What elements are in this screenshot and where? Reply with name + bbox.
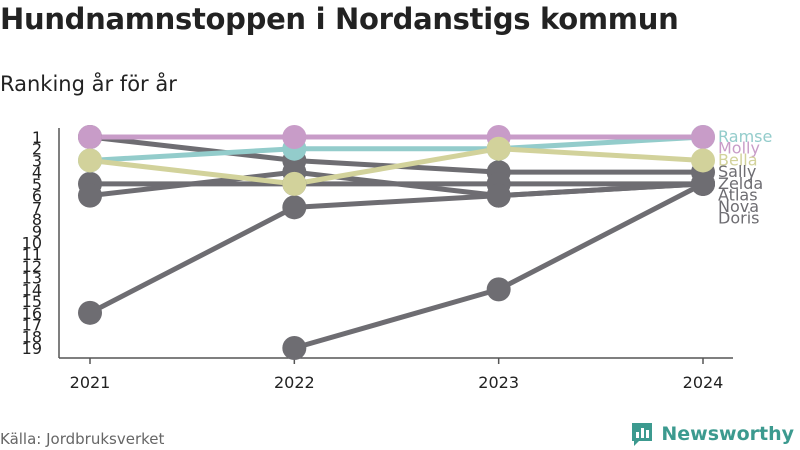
series-end-label-sally: Sally [718, 162, 756, 181]
y-tick-label: 2 [32, 140, 42, 159]
data-point-bella [691, 148, 715, 173]
data-point-molly [691, 125, 715, 149]
y-tick-label: 9 [32, 222, 42, 241]
series-end-label-atlas: Atlas [718, 185, 758, 204]
y-tick-label: 14 [22, 280, 42, 299]
y-tick-label: 12 [22, 257, 42, 276]
data-point-doris [486, 277, 511, 302]
data-point-doris [282, 336, 307, 360]
page-title: Hundnamnstoppen i Nordanstigs kommun [0, 2, 679, 36]
y-tick-label: 3 [32, 151, 42, 170]
brand-name: Newsworthy [661, 423, 794, 445]
data-point-nova [78, 300, 102, 325]
y-tick-label: 7 [32, 198, 42, 217]
newsworthy-logo-icon [632, 423, 653, 446]
source-note: Källa: Jordbruksverket [0, 430, 165, 448]
y-tick-label: 16 [22, 304, 42, 323]
data-point-atlas [78, 183, 102, 208]
y-tick-label: 18 [22, 327, 42, 346]
data-point-nova [282, 195, 307, 220]
series-line-nova [88, 181, 704, 316]
y-tick-label: 13 [22, 269, 42, 288]
series-end-label-zelda: Zelda [718, 174, 763, 193]
y-tick-label: 6 [32, 187, 42, 206]
x-tick-label: 2021 [70, 373, 111, 392]
series-line-bella [89, 146, 704, 187]
y-tick-label: 8 [32, 210, 42, 229]
series-end-label-doris: Doris [718, 208, 759, 227]
data-point-bella [486, 136, 511, 161]
brand-logo: Newsworthy [630, 421, 794, 447]
series-line-ramse [89, 134, 704, 163]
series-end-label-molly: Molly [718, 139, 760, 158]
data-point-nova [486, 183, 511, 208]
y-tick-label: 10 [22, 234, 42, 253]
x-tick-label: 2024 [683, 373, 724, 392]
y-tick-label: 17 [22, 316, 42, 335]
data-point-bella [282, 171, 307, 196]
data-point-bella [78, 148, 102, 173]
y-tick-label: 4 [32, 163, 42, 182]
x-tick-label: 2022 [274, 373, 315, 392]
data-point-molly [282, 125, 307, 149]
series-end-label-ramse: Ramse [718, 127, 772, 146]
y-tick-label: 11 [22, 245, 42, 264]
y-tick-label: 1 [32, 128, 42, 147]
x-tick-label: 2023 [478, 373, 519, 392]
data-point-molly [78, 125, 102, 149]
series-end-label-nova: Nova [718, 197, 759, 216]
series-end-label-bella: Bella [718, 150, 758, 169]
y-tick-label: 5 [32, 175, 42, 194]
chart-subtitle: Ranking år för år [0, 72, 177, 96]
y-tick-label: 15 [22, 292, 42, 311]
data-point-doris [691, 171, 715, 196]
series-line-doris [293, 181, 705, 351]
y-tick-label: 19 [22, 339, 42, 358]
